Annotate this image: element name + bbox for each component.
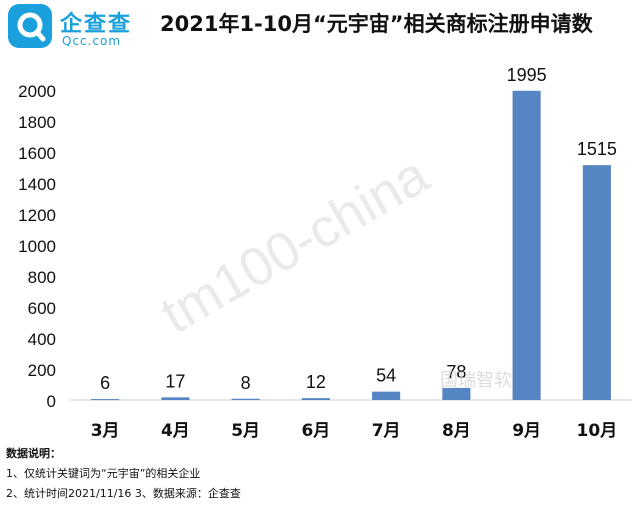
bar-chart: tm100-china 0 200 400 600 800 1000 1200 1400 160… <box>18 65 632 441</box>
bar <box>301 398 330 400</box>
y-axis-ticks: 0 200 400 600 800 1000 1200 1400 1600 1800 2000 <box>18 82 56 411</box>
bar <box>161 397 190 400</box>
data-label: 1515 <box>577 139 617 159</box>
x-tick-label: 4月 <box>161 421 190 441</box>
y-tick-label: 800 <box>28 268 56 287</box>
logo-domain: Qcc.com <box>62 34 122 48</box>
notes-title: 数据说明： <box>6 447 61 460</box>
logo-name: 企查查 <box>60 12 133 37</box>
data-label: 1995 <box>507 65 547 85</box>
data-labels: 6 17 8 12 54 78 1995 1515 <box>100 65 617 393</box>
data-notes: 数据说明： 1、仅统计关键词为“元宇宙”的相关企业 2、统计时间2021/11/… <box>6 444 241 504</box>
y-tick-label: 0 <box>47 392 56 411</box>
qcc-logo: 企查查 Qcc.com <box>8 4 153 52</box>
qcc-logo-icon <box>8 4 52 48</box>
x-tick-label: 8月 <box>442 421 471 441</box>
y-tick-label: 600 <box>28 299 56 318</box>
bar <box>582 165 611 400</box>
notes-line: 1、仅统计关键词为“元宇宙”的相关企业 <box>6 467 201 480</box>
data-label: 78 <box>446 362 466 382</box>
y-tick-label: 1800 <box>18 113 56 132</box>
bar <box>442 387 471 400</box>
chart-title: 2021年1-10月“元宇宙”相关商标注册申请数 <box>160 12 593 36</box>
data-label: 6 <box>100 373 110 393</box>
y-tick-label: 400 <box>28 330 56 349</box>
x-axis-labels: 3月 4月 5月 6月 7月 8月 9月 10月 <box>91 421 618 441</box>
data-label: 12 <box>306 372 326 392</box>
x-tick-label: 3月 <box>91 421 120 441</box>
y-tick-label: 1600 <box>18 144 56 163</box>
notes-line: 2、统计时间2021/11/16 3、数据来源：企查查 <box>6 487 241 500</box>
x-tick-label: 9月 <box>512 421 541 441</box>
watermark-text: tm100-china <box>151 144 439 345</box>
bar <box>512 90 541 401</box>
data-label: 17 <box>165 371 185 391</box>
y-tick-label: 2000 <box>18 82 56 101</box>
x-tick-label: 10月 <box>577 421 618 441</box>
bar <box>91 399 120 401</box>
y-tick-label: 1000 <box>18 237 56 256</box>
data-label: 8 <box>241 373 251 393</box>
y-tick-label: 1200 <box>18 206 56 225</box>
y-tick-label: 200 <box>28 361 56 380</box>
x-tick-label: 7月 <box>372 421 401 441</box>
bar <box>231 398 260 400</box>
x-tick-label: 6月 <box>301 421 330 441</box>
bar <box>372 391 401 400</box>
watermark-text: 国瑞智软 <box>440 370 512 391</box>
x-tick-label: 5月 <box>231 421 260 441</box>
bars <box>91 90 611 401</box>
y-tick-label: 1400 <box>18 175 56 194</box>
data-label: 54 <box>376 366 396 386</box>
